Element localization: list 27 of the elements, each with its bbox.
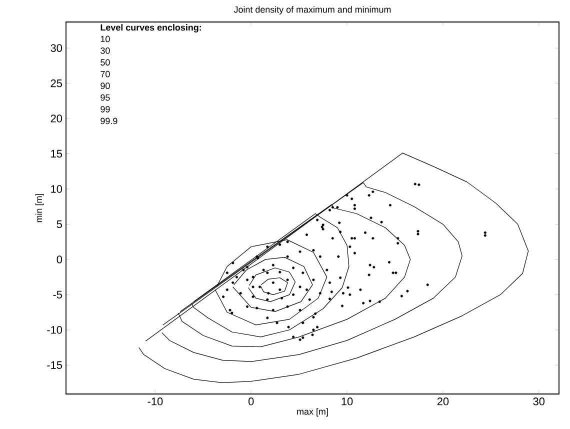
y-tick-label: -10 <box>47 326 62 334</box>
x-tick-label: 20 <box>437 398 449 406</box>
annotation: 95 <box>100 94 110 101</box>
annotation: 30 <box>100 47 110 54</box>
annotation: 99.9 <box>100 118 118 124</box>
y-tick-label: 30 <box>50 44 62 52</box>
annotation: 10 <box>100 36 110 42</box>
annotation: 99 <box>100 106 110 112</box>
y-tick-label: 20 <box>50 114 62 122</box>
x-tick-label: 30 <box>533 398 545 406</box>
chart-title: Joint density of maximum and minimum <box>234 6 391 14</box>
annotation: 90 <box>100 82 110 90</box>
y-axis-title: min [m] <box>35 194 44 222</box>
y-tick-label: -5 <box>53 290 62 298</box>
annotation: Level curves enclosing: <box>100 24 202 32</box>
y-tick-label: 0 <box>56 256 62 264</box>
y-tick-label: 5 <box>56 220 62 228</box>
y-tick-label: 10 <box>51 185 62 193</box>
x-axis-title: max [m] <box>297 408 328 416</box>
y-tick-label: 25 <box>50 79 62 88</box>
x-tick-label: -10 <box>148 398 163 406</box>
y-tick-label: 15 <box>51 150 62 158</box>
x-tick-label: 10 <box>342 398 353 406</box>
y-tick-label: -15 <box>47 361 62 369</box>
annotation: 70 <box>100 70 110 78</box>
x-tick-label: 0 <box>248 398 254 406</box>
annotation: 50 <box>100 59 110 66</box>
